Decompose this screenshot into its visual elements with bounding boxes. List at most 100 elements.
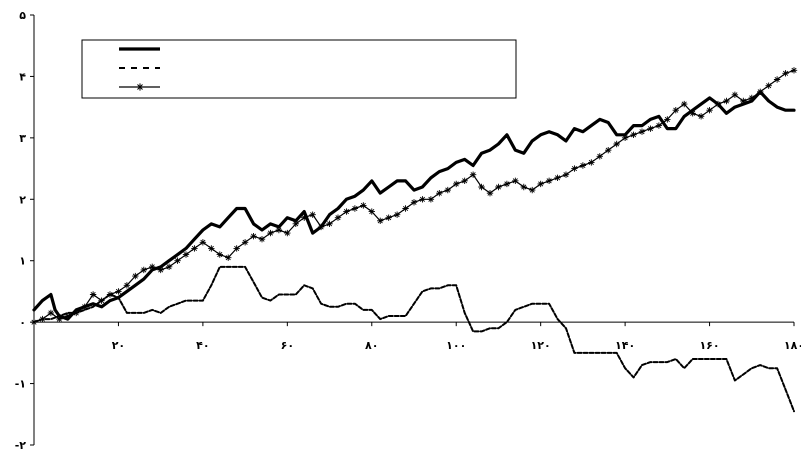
star-marker (140, 266, 147, 274)
x-tick-label: ۱۰۰ (446, 339, 466, 352)
star-marker (377, 217, 384, 224)
star-marker (790, 67, 798, 74)
star-marker (427, 196, 435, 203)
star-marker (233, 245, 240, 252)
star-marker (588, 159, 595, 166)
star-marker (486, 189, 494, 197)
star-marker (621, 134, 629, 142)
star-marker (681, 100, 688, 108)
x-tick-label: ۱۴۰ (615, 339, 635, 352)
star-marker (410, 199, 418, 206)
star-marker (258, 236, 266, 243)
star-marker (478, 183, 485, 191)
star-marker (351, 205, 359, 212)
star-marker (157, 266, 164, 274)
star-marker (250, 232, 257, 240)
star-marker (123, 282, 131, 289)
star-marker (453, 180, 460, 188)
star-marker (149, 263, 156, 271)
star-marker (731, 91, 739, 99)
star-marker (165, 263, 173, 271)
star-marker (199, 239, 207, 246)
star-marker (613, 140, 620, 148)
star-marker (343, 208, 350, 215)
star-marker (672, 107, 679, 114)
legend (81, 39, 517, 99)
x-tick-label: ۸۰ (365, 339, 378, 352)
y-tick-label: ۱ (19, 255, 26, 268)
star-marker (562, 171, 570, 178)
y-tick-label: ۰ (19, 316, 26, 329)
star-marker (773, 76, 781, 83)
legend-star-marker (136, 83, 144, 91)
star-marker (225, 254, 232, 261)
star-marker (115, 288, 122, 295)
star-marker (385, 214, 392, 221)
star-marker (579, 162, 587, 169)
star-marker (301, 214, 308, 221)
star-marker (393, 211, 401, 218)
series-line-1 (32, 90, 796, 321)
star-marker (284, 229, 291, 237)
star-marker (334, 214, 342, 221)
star-marker (98, 297, 105, 304)
star-marker (47, 309, 55, 317)
star-marker (723, 97, 730, 105)
star-marker (545, 177, 553, 185)
star-marker (503, 180, 511, 188)
star-marker (647, 125, 654, 132)
star-marker (182, 251, 190, 258)
star-marker (402, 205, 409, 212)
star-marker (326, 220, 333, 228)
star-marker (512, 177, 519, 185)
star-marker (495, 183, 502, 191)
star-marker (469, 171, 477, 178)
star-marker (106, 291, 114, 298)
star-marker (39, 315, 46, 323)
y-tick-label: ۵ (19, 9, 26, 22)
star-marker (689, 110, 696, 117)
star-marker (81, 303, 88, 310)
series-layer (30, 67, 798, 413)
star-marker (638, 128, 646, 135)
star-marker (267, 229, 274, 237)
star-marker (275, 226, 283, 234)
star-marker (714, 100, 722, 108)
star-marker (292, 220, 299, 228)
star-marker (89, 291, 97, 298)
star-marker (740, 97, 747, 105)
x-tick-label: ۱۶۰ (699, 339, 719, 352)
star-marker (529, 186, 536, 194)
star-marker (368, 208, 375, 215)
star-marker (605, 146, 612, 154)
star-marker (706, 107, 713, 114)
star-marker (655, 122, 663, 129)
star-marker (208, 245, 215, 252)
star-marker (64, 312, 71, 320)
star-marker (56, 315, 63, 323)
x-tick-label: ۱۸۰ (784, 339, 801, 352)
series-line-2 (33, 265, 795, 413)
star-marker (444, 186, 451, 194)
star-marker (748, 94, 755, 102)
star-marker (436, 189, 443, 197)
x-tick-label: ۶۰ (281, 339, 294, 352)
star-marker (596, 153, 603, 160)
star-marker (520, 183, 527, 191)
star-marker (30, 318, 38, 326)
star-marker (360, 202, 367, 209)
star-marker (664, 116, 671, 123)
star-marker (132, 272, 139, 280)
star-marker (697, 113, 705, 120)
star-marker (174, 257, 181, 264)
star-marker (216, 251, 223, 258)
y-tick-label: ۴ (19, 70, 26, 83)
y-tick-label: ۳ (19, 132, 26, 145)
x-tick-label: ۴۰ (196, 339, 209, 352)
star-marker (317, 223, 325, 231)
star-marker (419, 196, 426, 203)
star-marker (191, 245, 198, 252)
star-marker (73, 309, 80, 317)
star-marker (782, 70, 789, 77)
